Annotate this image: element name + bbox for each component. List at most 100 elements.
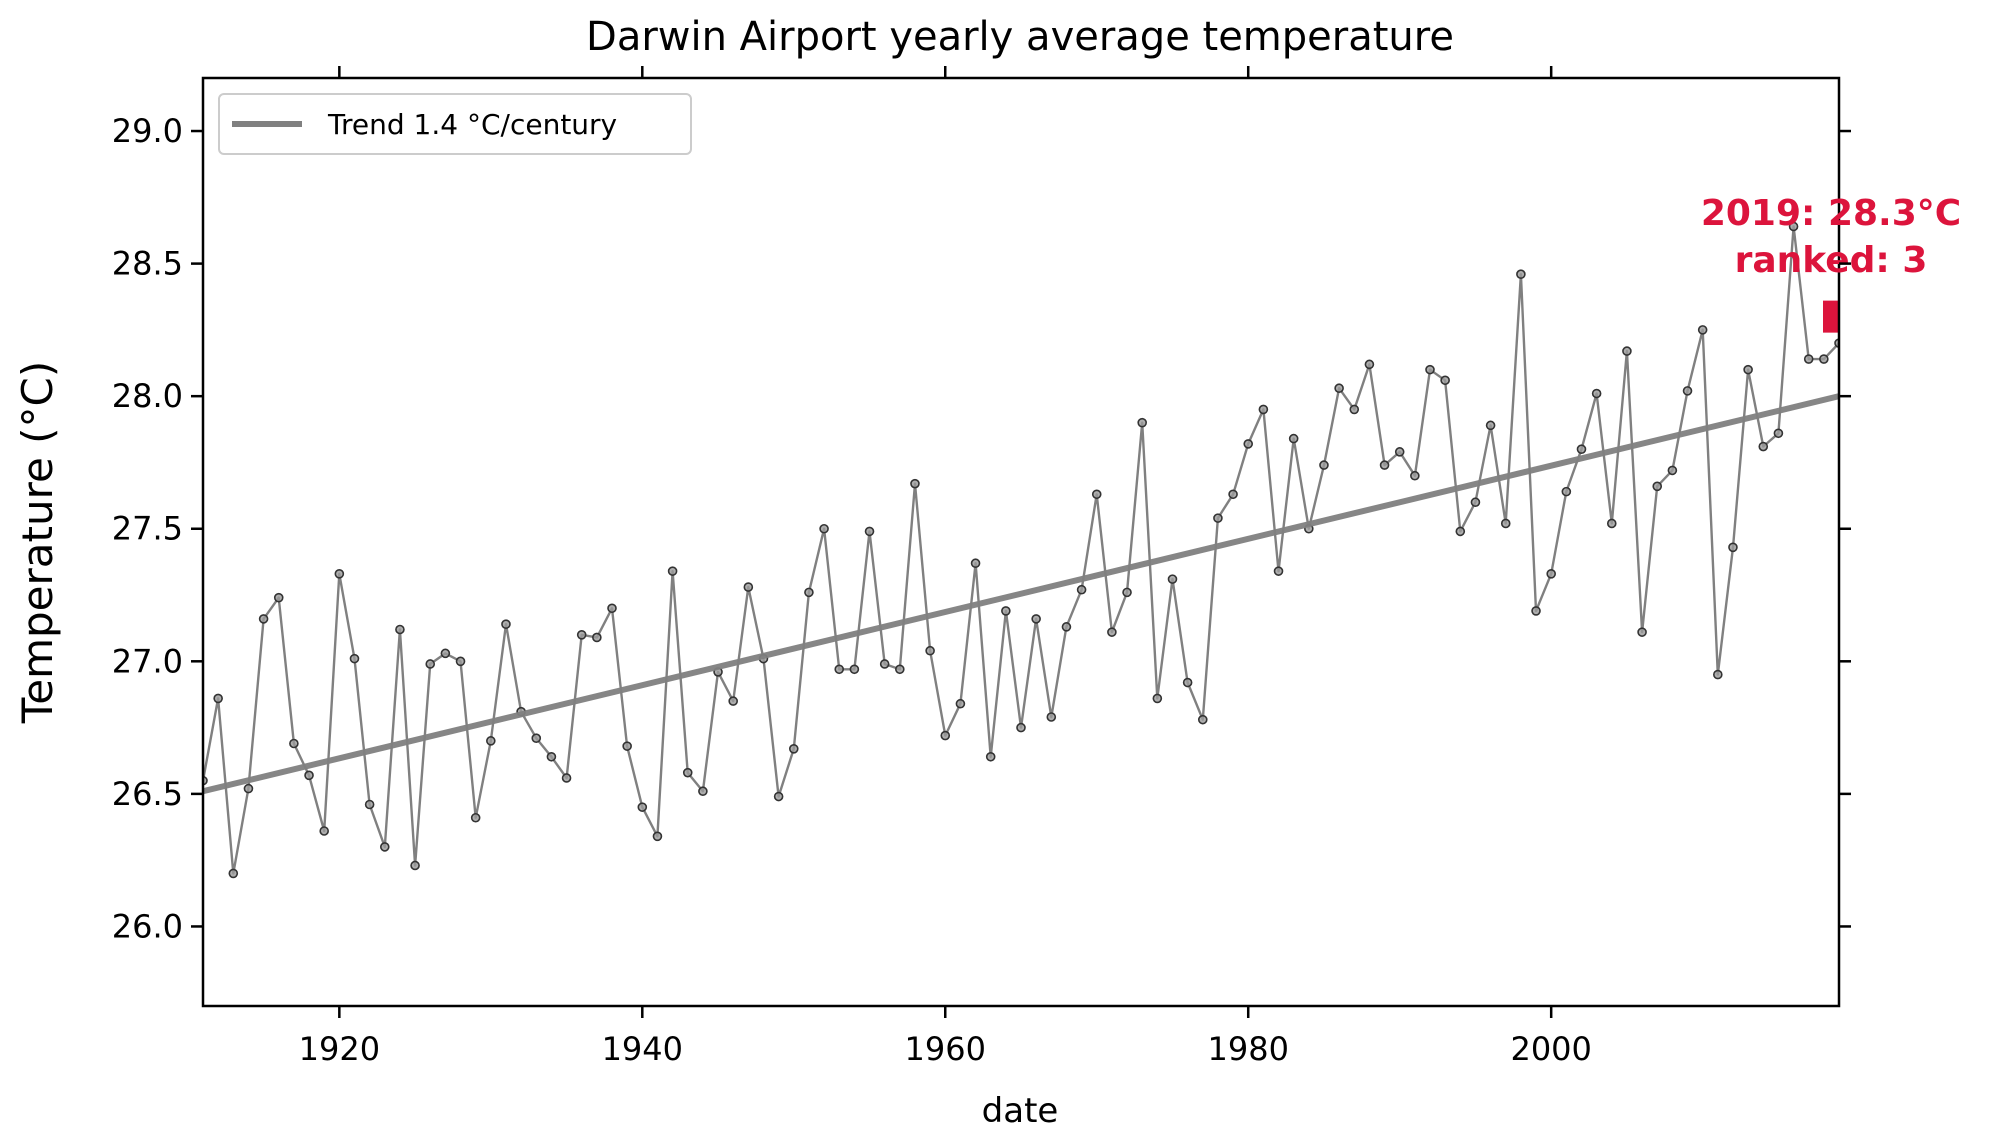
series-point-1968 xyxy=(1061,622,1072,632)
series-point-1979 xyxy=(1228,489,1238,500)
series-point-1946 xyxy=(728,696,738,706)
series-point-1921 xyxy=(349,653,360,664)
y-tick-label-26.5: 26.5 xyxy=(112,775,183,813)
series-point-1992 xyxy=(1425,364,1435,375)
series-point-1981 xyxy=(1258,404,1269,415)
series-point-1914 xyxy=(243,783,254,794)
series-point-2008 xyxy=(1667,465,1678,476)
series-point-1953 xyxy=(834,664,845,675)
y-tick-label-29: 29.0 xyxy=(112,112,183,150)
series-point-1919 xyxy=(319,826,329,836)
y-tick-label-26: 26.0 xyxy=(112,907,183,945)
series-point-1961 xyxy=(955,698,966,709)
y-axis-label: Temperature (°C) xyxy=(13,361,62,725)
series-point-1952 xyxy=(819,523,829,534)
plot-area xyxy=(203,221,1839,879)
series-point-1922 xyxy=(364,799,375,810)
series-point-1980 xyxy=(1243,439,1254,449)
series-point-1957 xyxy=(895,664,905,675)
series-point-1969 xyxy=(1076,584,1087,595)
series-point-1930 xyxy=(486,736,496,746)
series-point-2002 xyxy=(1576,444,1587,455)
series-point-1951 xyxy=(804,587,814,598)
series-point-2001 xyxy=(1561,486,1572,497)
series-point-1962 xyxy=(970,558,981,569)
series-point-1996 xyxy=(1485,420,1496,431)
series-point-1995 xyxy=(1470,497,1481,508)
series-point-2004 xyxy=(1606,518,1617,529)
series-point-1986 xyxy=(1334,383,1344,394)
x-axis-label: date xyxy=(982,1091,1059,1131)
chart-title: Darwin Airport yearly average temperatur… xyxy=(586,14,1454,60)
series-point-1954 xyxy=(849,664,860,675)
series-point-1982 xyxy=(1273,566,1284,576)
annotation-2019: 2019: 28.3°C ranked: 3 xyxy=(1701,193,1961,281)
series-point-2014 xyxy=(1758,441,1769,452)
y-tick-label-27.5: 27.5 xyxy=(112,510,183,548)
series-point-1912 xyxy=(213,693,223,704)
series-point-1966 xyxy=(1031,614,1041,624)
series-point-1956 xyxy=(879,659,890,669)
series-point-1998 xyxy=(1516,269,1526,280)
legend-box xyxy=(218,93,692,155)
series-point-1977 xyxy=(1197,714,1208,725)
x-tick-label-2000: 2000 xyxy=(1510,1030,1591,1068)
series-point-1987 xyxy=(1349,404,1360,415)
series-point-2005 xyxy=(1622,346,1632,356)
series-point-1975 xyxy=(1167,574,1178,584)
series-point-1973 xyxy=(1137,417,1147,428)
series-point-1990 xyxy=(1394,447,1405,457)
axes-frame xyxy=(201,76,1841,1008)
series-point-1993 xyxy=(1440,375,1450,386)
series-point-1936 xyxy=(576,629,587,640)
series-point-1938 xyxy=(607,603,617,614)
series-point-1999 xyxy=(1531,606,1541,616)
series-point-2007 xyxy=(1652,481,1663,492)
series-point-1976 xyxy=(1182,677,1193,688)
series-point-1917 xyxy=(289,738,299,749)
series-point-1950 xyxy=(788,744,799,754)
series-point-1997 xyxy=(1500,518,1511,529)
series-point-1913 xyxy=(228,868,239,879)
series-point-2000 xyxy=(1546,569,1556,579)
series-point-1967 xyxy=(1046,712,1057,722)
series-point-2003 xyxy=(1591,388,1602,399)
series-point-1934 xyxy=(546,751,557,762)
series-point-1942 xyxy=(667,566,678,576)
series-point-1974 xyxy=(1152,693,1163,704)
series-point-1958 xyxy=(910,478,920,489)
series-point-1928 xyxy=(455,656,466,667)
series-point-1983 xyxy=(1288,433,1299,444)
series-point-2013 xyxy=(1743,364,1753,375)
series-point-1978 xyxy=(1213,513,1223,523)
series-point-1924 xyxy=(395,624,405,635)
x-tick-label-1920: 1920 xyxy=(299,1030,380,1068)
legend-trend-label: Trend 1.4 °C/century xyxy=(327,108,617,141)
y-tick-label-28.5: 28.5 xyxy=(112,245,183,283)
series-point-1965 xyxy=(1016,722,1026,733)
trend-line xyxy=(203,393,1839,795)
series-point-1970 xyxy=(1091,489,1102,500)
y-tick-label-28: 28.0 xyxy=(112,377,183,415)
series-point-1918 xyxy=(304,770,314,781)
series-point-1985 xyxy=(1319,460,1329,470)
series-point-1994 xyxy=(1455,526,1466,537)
series-point-1947 xyxy=(743,582,754,592)
series-point-1989 xyxy=(1379,460,1390,470)
series-point-1929 xyxy=(470,812,481,823)
series-point-1935 xyxy=(561,773,572,783)
series-point-2009 xyxy=(1682,386,1693,396)
series-point-2016 xyxy=(1788,221,1799,232)
series-point-1920 xyxy=(334,569,345,579)
series-point-1939 xyxy=(622,741,632,751)
series-point-1955 xyxy=(864,526,875,537)
x-tick-label-1960: 1960 xyxy=(905,1030,986,1068)
series-point-1988 xyxy=(1364,359,1375,370)
series-point-2018 xyxy=(1819,354,1829,364)
series-point-1959 xyxy=(925,645,935,656)
series-point-2017 xyxy=(1803,354,1814,364)
annotation-value: 2019: 28.3°C xyxy=(1701,193,1961,234)
series-point-1925 xyxy=(410,860,420,871)
x-tick-label-1940: 1940 xyxy=(602,1030,683,1068)
series-point-1960 xyxy=(940,730,951,741)
